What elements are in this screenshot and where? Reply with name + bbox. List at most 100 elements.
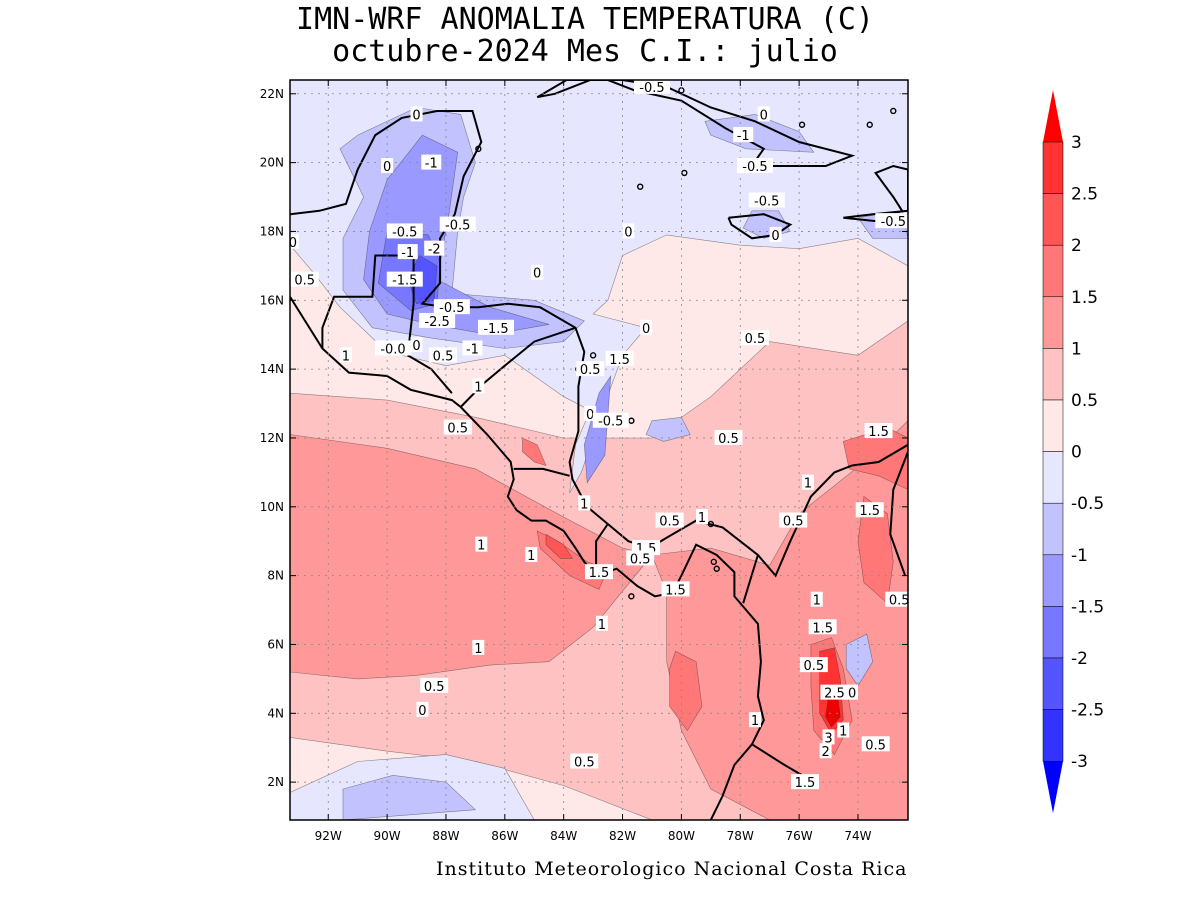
colorbar-label: 0.5: [1071, 391, 1098, 411]
axis-ticks: 92W 90W 88W 86W 84W 82W 80W 78W 76W 74W22N20N18N1…: [260, 80, 908, 843]
contour-label-bg: [472, 639, 485, 655]
contour-label: 1.5: [812, 621, 833, 636]
contour-labels: 0 -0.5 0 -1 -0.5 -0.5 0 -0.5 -1 0 0 -0.5 -0.5 -1 -2 -1.…: [289, 80, 908, 791]
coastline-segment: [356, 110, 908, 578]
contour-label-bg: [810, 591, 823, 607]
contour-label: 0.5: [718, 432, 739, 447]
contour-label: 0.5: [783, 515, 804, 530]
contour-label-bg: [416, 701, 429, 717]
contour-label-bg: [748, 192, 785, 208]
contour-label-bg: [769, 226, 782, 242]
contour-label-bg: [875, 213, 908, 229]
contour-label-bg: [622, 223, 635, 239]
map-frame: [289, 79, 909, 821]
contour-label: 0.5: [865, 738, 886, 753]
colorbar-arrow-top: [1043, 90, 1063, 142]
contour-label-bg: [475, 536, 488, 552]
lat-tick-label: 4N: [267, 706, 284, 720]
contour-label: -0.5: [445, 219, 470, 234]
contour-label-bg: [462, 340, 483, 356]
contour-label-bg: [472, 378, 485, 394]
lat-tick-label: 6N: [267, 637, 284, 651]
contour-label-bg: [714, 429, 743, 445]
contour-label-bg: [478, 319, 514, 335]
contour-label: -1.5: [483, 322, 508, 337]
island: [710, 558, 717, 566]
contour-label: -1: [466, 342, 479, 357]
contour-label: 0.5: [803, 659, 824, 674]
lat-tick-label: 12N: [260, 431, 284, 445]
contour-label: 0.5: [580, 363, 601, 378]
contour-label-bg: [419, 312, 456, 328]
contour-label-bg: [421, 154, 442, 170]
contour-region: [845, 633, 874, 687]
colorbar-label: -1.5: [1071, 597, 1104, 617]
colorbar-label: 1.5: [1071, 288, 1098, 308]
contour-label-bg: [808, 619, 837, 635]
contour-label-bg: [757, 106, 770, 122]
contour-label: -1: [737, 129, 750, 144]
contour-label: 0: [418, 704, 426, 719]
contour-label-bg: [799, 657, 828, 673]
lon-tick-label: 74W: [844, 829, 871, 843]
contour-label: 0.5: [294, 274, 315, 289]
contour-label-bg: [605, 350, 634, 366]
coastline-segment: [290, 169, 359, 216]
colorbar-segment: [1042, 554, 1064, 607]
contour-region: [583, 374, 612, 484]
coastline-segment: [742, 554, 759, 604]
contour-label: 0: [383, 160, 391, 175]
contour-label-bg: [397, 244, 418, 260]
contour-label: 0: [760, 108, 768, 123]
contour-label-bg: [733, 127, 754, 143]
lat-tick-label: 8N: [267, 569, 284, 583]
contour-label: 1: [804, 477, 812, 492]
colorbar-segment: [1042, 709, 1064, 762]
colorbar-segment: [1042, 606, 1064, 659]
lat-tick-label: 16N: [260, 293, 284, 307]
colorbar-segment: [1042, 193, 1064, 246]
lon-tick-label: 80W: [668, 829, 695, 843]
contour-label-bg: [779, 512, 808, 528]
coastline-segment: [889, 451, 908, 576]
colorbar-segment: [1042, 399, 1064, 452]
contour-label-bg: [439, 216, 476, 232]
contour-label-bg: [339, 347, 352, 363]
colorbar-label: -3: [1071, 752, 1088, 772]
contour-label: 1: [474, 380, 482, 395]
contour-label-bg: [433, 299, 470, 315]
contour-region: [704, 114, 815, 153]
contour-label-bg: [578, 495, 591, 511]
lon-tick-label: 88W: [432, 829, 459, 843]
island: [475, 145, 482, 153]
colorbar-arrow-bottom: [1043, 761, 1063, 814]
contour-label-bg: [576, 361, 605, 377]
contour-label: 0: [289, 236, 297, 251]
colorbar-segment: [1042, 244, 1064, 298]
contour-label: -2: [428, 243, 441, 258]
contour-label-bg: [595, 615, 608, 631]
contour-label: 1.5: [859, 504, 880, 519]
colorbar-label: 0: [1071, 443, 1082, 463]
contour-label: 1: [839, 725, 847, 740]
contour-label-bg: [386, 271, 423, 287]
contour-label: 1.5: [795, 776, 816, 791]
contour-region: [290, 434, 653, 680]
contour-label: 1: [580, 497, 588, 512]
contour-label: -0.5: [742, 160, 767, 175]
island: [707, 520, 715, 528]
colorbar-label: -0.5: [1071, 494, 1104, 514]
lon-tick-label: 76W: [786, 829, 813, 843]
contour-label: 0.5: [433, 349, 454, 364]
title-line-1: IMN-WRF ANOMALIA TEMPERATURA (C): [296, 2, 874, 37]
contour-label: 0: [412, 339, 420, 354]
contour-label-bg: [837, 722, 850, 738]
contour-label: -2.5: [424, 315, 449, 330]
lat-tick-label: 2N: [267, 775, 284, 789]
contour-label: -0.5: [881, 215, 906, 230]
contour-label: 1: [751, 714, 759, 729]
lon-tick-label: 78W: [727, 829, 754, 843]
contour-label: 0: [624, 225, 632, 240]
colorbar-label: -2.5: [1071, 701, 1104, 721]
colorbar: 3 2.5 2 1.5 1 0.5 0 -0.5 -1 -1.5 -2 -2.5 -3: [1042, 90, 1104, 814]
